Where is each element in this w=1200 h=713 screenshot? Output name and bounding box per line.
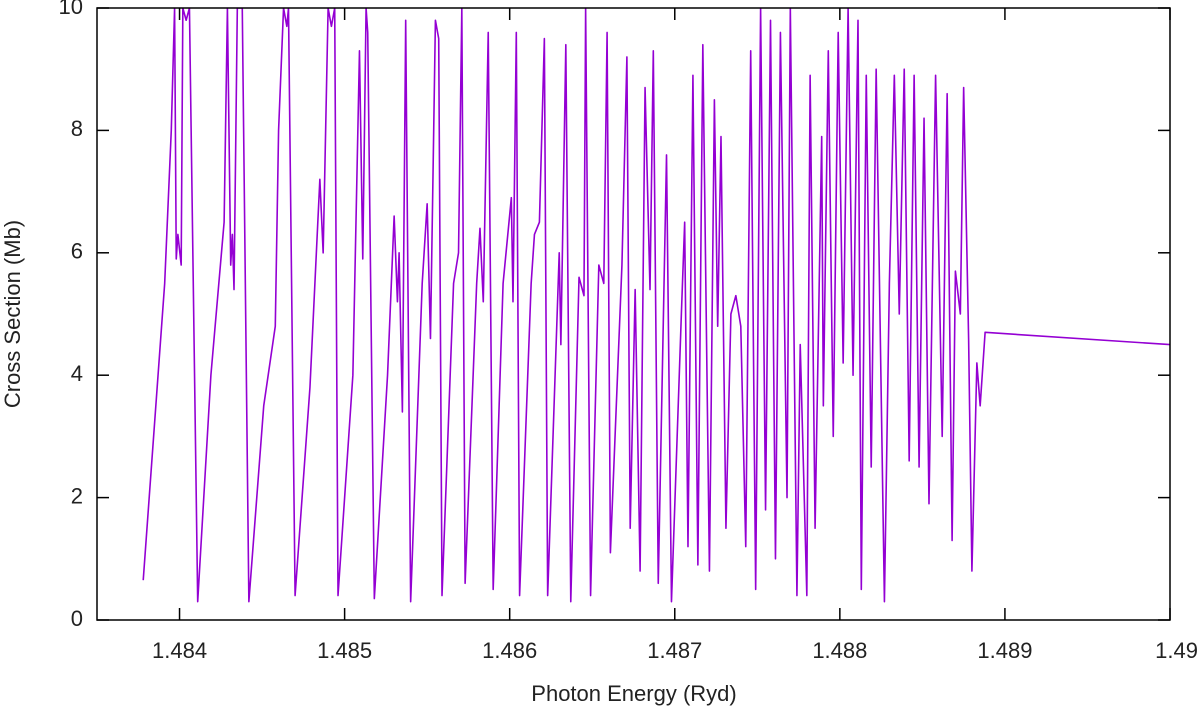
y-tick-label: 0	[71, 606, 83, 631]
x-tick-label: 1.488	[812, 638, 867, 663]
x-tick-label: 1.489	[977, 638, 1032, 663]
x-tick-label: 1.485	[317, 638, 372, 663]
x-tick-label: 1.487	[647, 638, 702, 663]
y-tick-label: 6	[71, 239, 83, 264]
plot-frame	[96, 7, 1171, 621]
y-axis-label: Cross Section (Mb)	[0, 220, 25, 408]
x-axis-label: Photon Energy (Ryd)	[531, 681, 736, 706]
y-tick-label: 2	[71, 483, 83, 508]
y-tick-label: 10	[59, 0, 83, 19]
x-tick-label: 1.49	[1155, 638, 1198, 663]
y-tick-label: 8	[71, 116, 83, 141]
x-tick-label: 1.484	[152, 638, 207, 663]
x-tick-label: 1.486	[482, 638, 537, 663]
data-line	[142, 8, 1170, 603]
y-tick-label: 4	[71, 361, 83, 386]
